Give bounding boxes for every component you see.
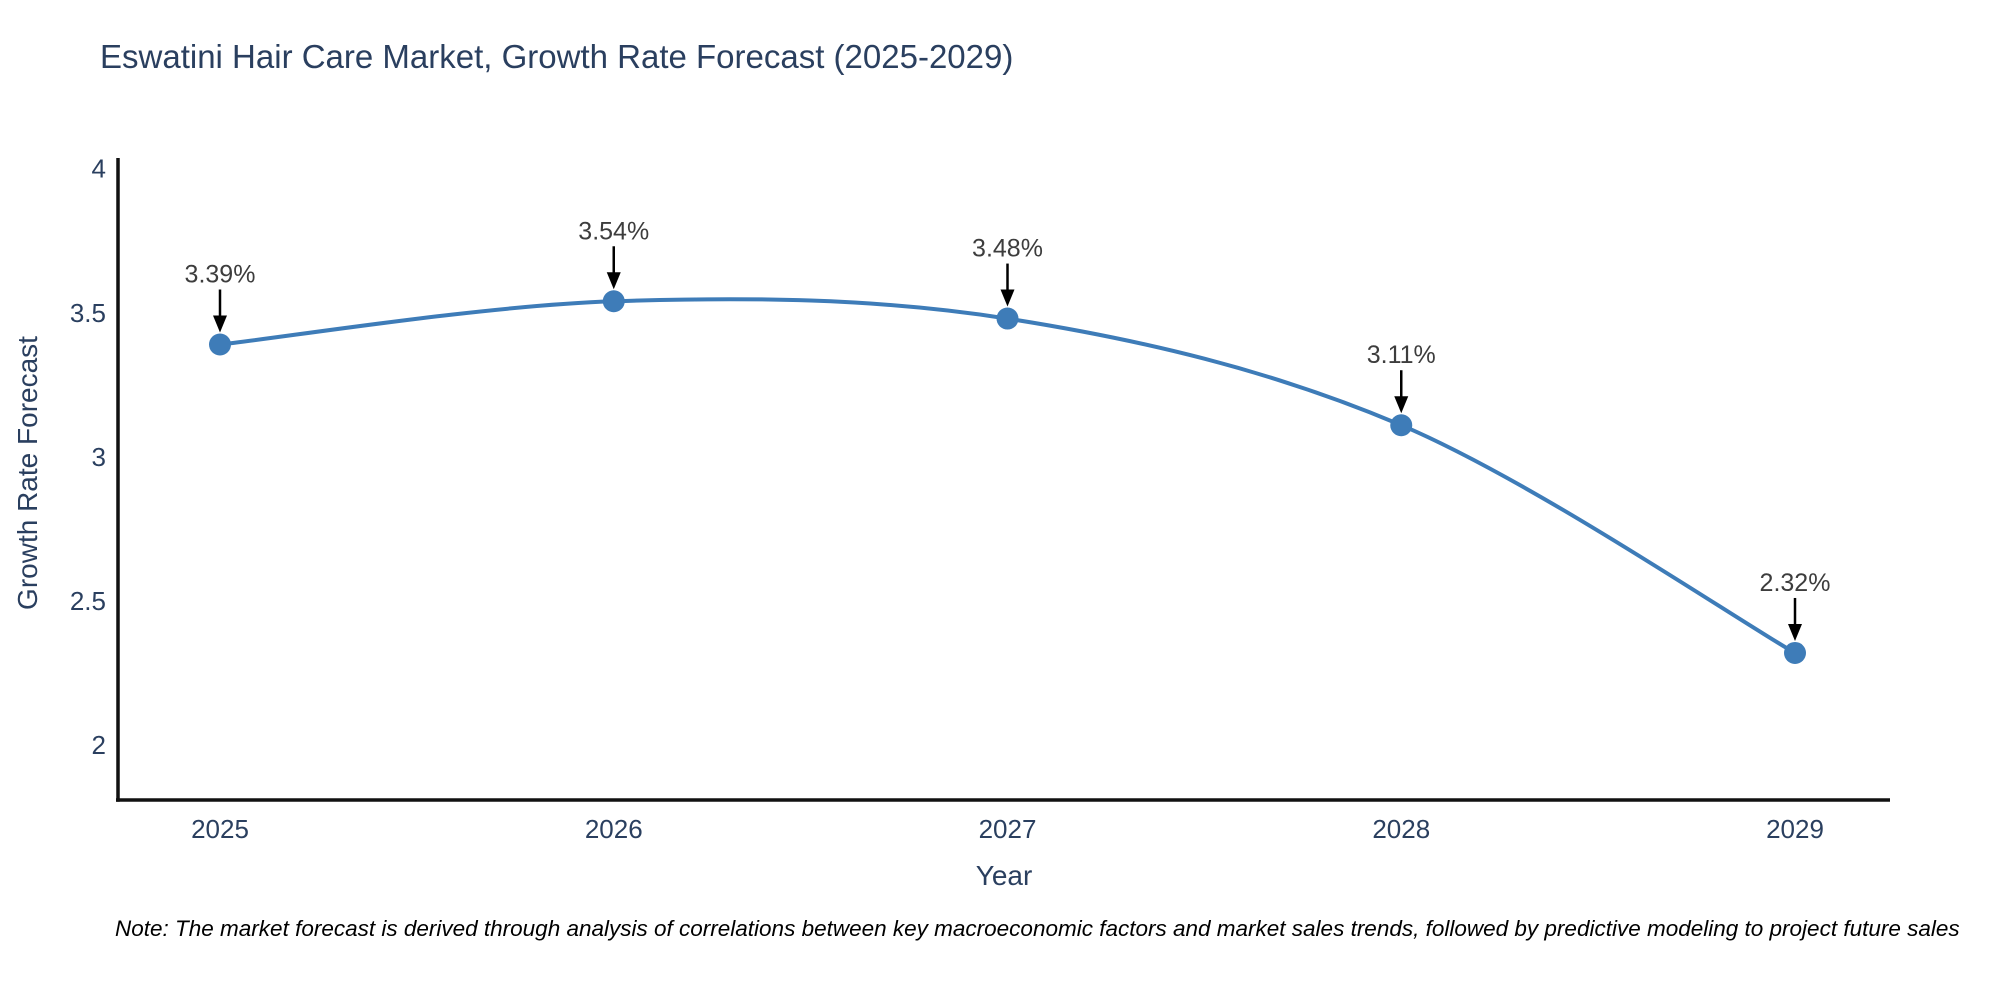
annotation-arrowhead [213,315,227,333]
y-tick-label: 2 [92,730,106,760]
data-point-marker [996,307,1019,330]
y-tick-label: 4 [92,154,106,184]
y-tick-label: 3 [92,442,106,472]
data-point-label: 3.11% [1367,341,1436,369]
x-tick-label: 2026 [585,814,643,844]
data-point-label: 3.54% [578,217,649,245]
annotation-arrowhead [606,272,621,290]
x-tick-label: 2025 [191,814,249,844]
data-point-marker [209,333,231,356]
annotation-arrowhead [1000,289,1015,307]
data-point-label: 3.48% [972,235,1043,263]
data-point-label: 2.32% [1760,569,1831,597]
chart-footnote: Note: The market forecast is derived thr… [115,916,1960,941]
y-tick-label: 3.5 [70,298,106,328]
data-point-marker [1784,641,1806,664]
annotation-arrowhead [1394,396,1409,414]
x-axis-title: Year [975,860,1033,891]
data-point-label: 3.39% [185,261,256,289]
chart-title: Eswatini Hair Care Market, Growth Rate F… [100,38,1014,75]
data-point-marker [1390,414,1413,437]
x-tick-label: 2028 [1372,814,1430,844]
x-tick-label: 2027 [979,814,1037,844]
y-tick-label: 2.5 [70,586,106,616]
data-point-marker [602,290,625,313]
x-tick-label: 2029 [1766,814,1824,844]
annotation-arrowhead [1788,623,1802,641]
forecast-line-series [218,297,1797,655]
